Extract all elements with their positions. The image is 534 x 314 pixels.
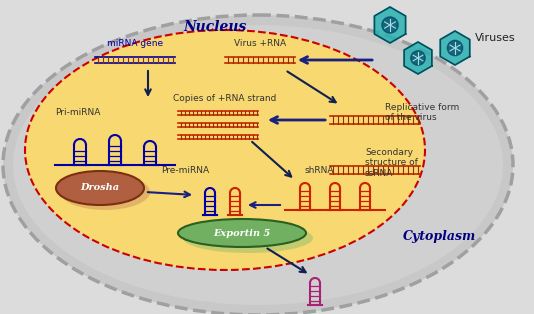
Ellipse shape xyxy=(56,171,144,205)
Polygon shape xyxy=(374,7,406,43)
Text: Pri-miRNA: Pri-miRNA xyxy=(55,108,100,117)
Ellipse shape xyxy=(3,15,513,314)
Text: Nucleus: Nucleus xyxy=(183,20,247,34)
Circle shape xyxy=(447,41,462,56)
Circle shape xyxy=(382,17,398,33)
Polygon shape xyxy=(404,42,432,74)
Text: Copies of +RNA strand: Copies of +RNA strand xyxy=(174,94,277,103)
Ellipse shape xyxy=(183,223,313,253)
Text: Virus +RNA: Virus +RNA xyxy=(234,39,286,48)
Text: Cytoplasm: Cytoplasm xyxy=(403,230,477,243)
Ellipse shape xyxy=(25,30,425,270)
Text: miRNA gene: miRNA gene xyxy=(107,39,163,48)
Text: Viruses: Viruses xyxy=(475,33,516,43)
Text: shRNA: shRNA xyxy=(305,166,334,175)
Circle shape xyxy=(411,51,425,65)
Polygon shape xyxy=(440,31,470,65)
Ellipse shape xyxy=(13,25,503,305)
Ellipse shape xyxy=(178,219,306,247)
Ellipse shape xyxy=(60,174,150,210)
Text: Pre-miRNA: Pre-miRNA xyxy=(161,166,209,175)
Text: Drosha: Drosha xyxy=(81,183,120,192)
Text: Replicative form
of the virus: Replicative form of the virus xyxy=(385,103,459,122)
Text: Secondary
structure of
ssRNA: Secondary structure of ssRNA xyxy=(365,148,418,178)
Text: Exportin 5: Exportin 5 xyxy=(214,229,271,237)
